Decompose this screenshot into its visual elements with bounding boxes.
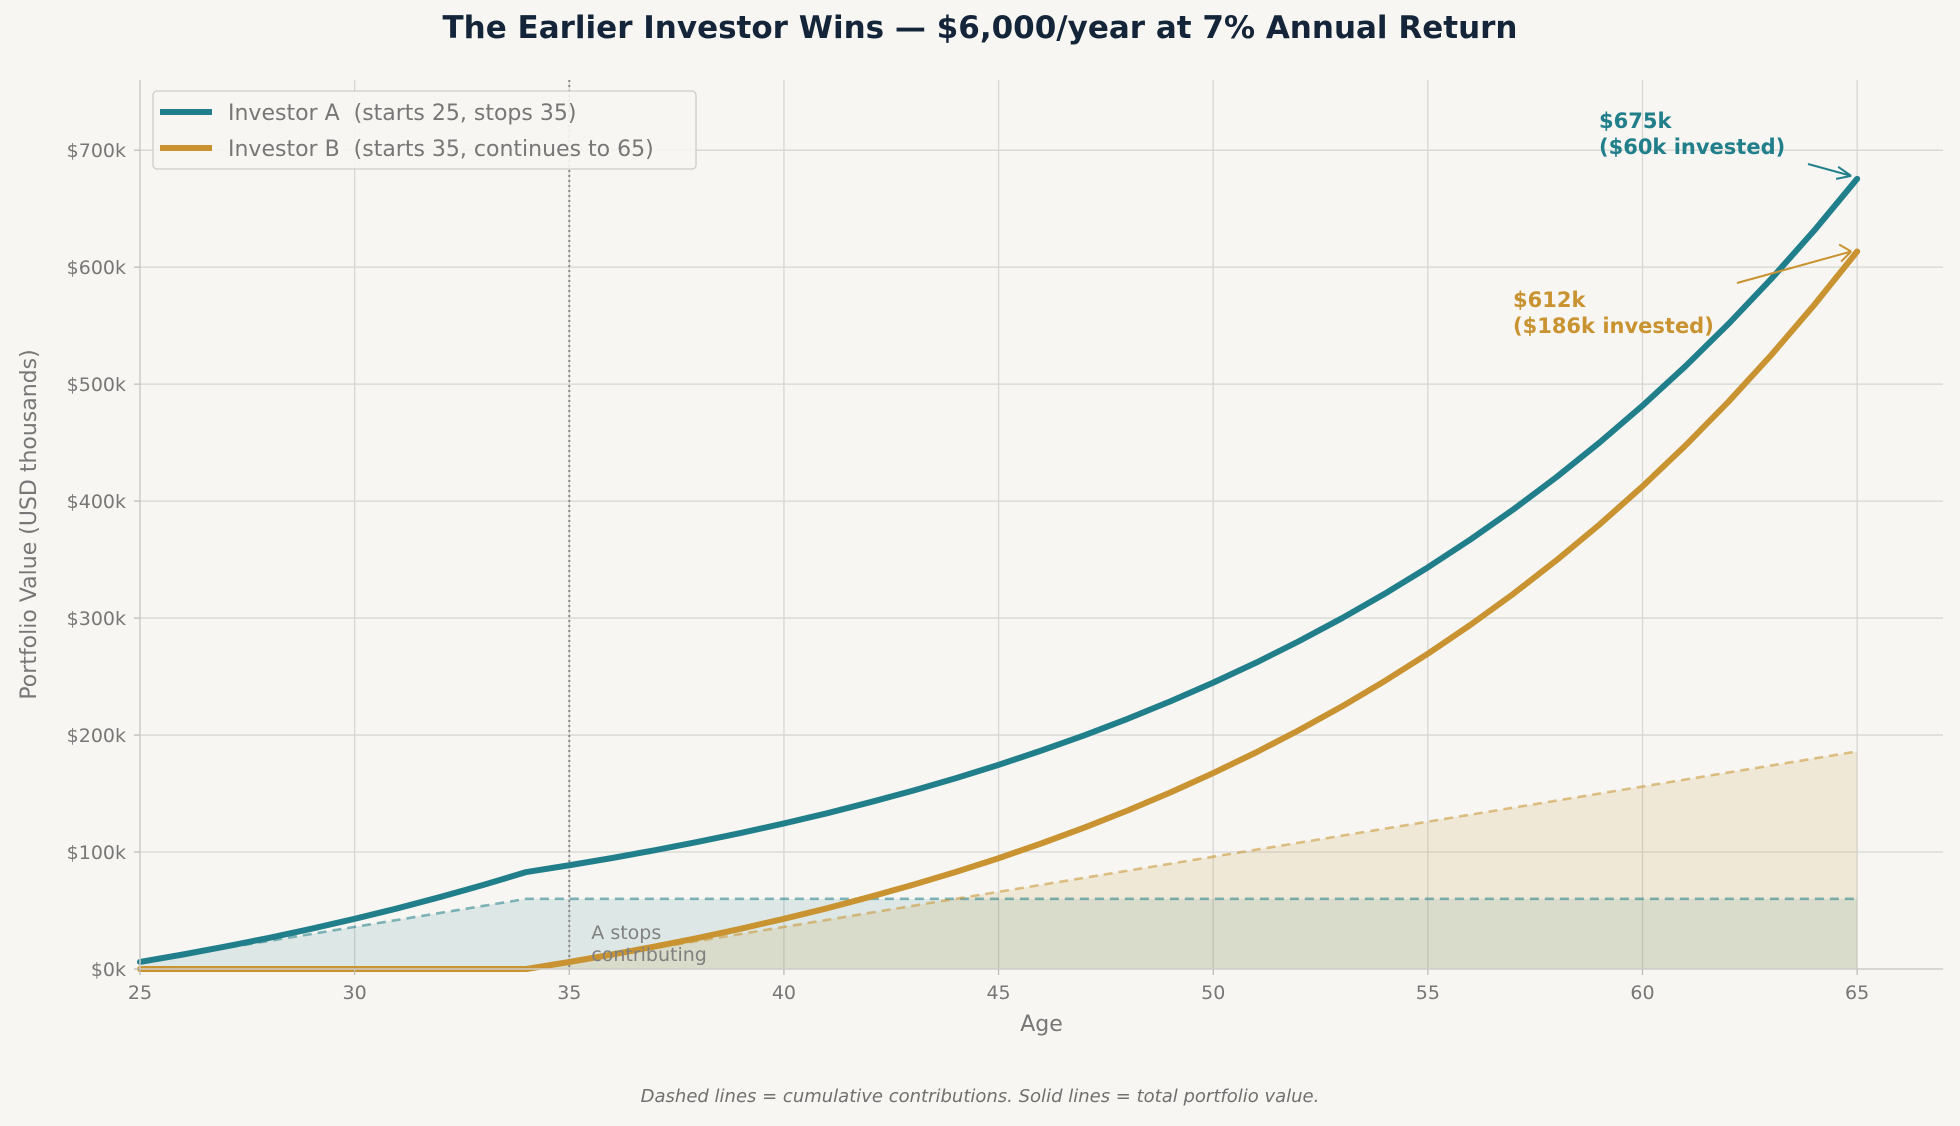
chart-title: The Earlier Investor Wins — $6,000/year … <box>442 10 1518 46</box>
annotation-b-arrow <box>1736 243 1852 284</box>
stop-note-line1: A stops <box>591 922 661 944</box>
x-tick-label: 55 <box>1416 982 1440 1004</box>
x-axis-label: Age <box>1020 1012 1063 1037</box>
x-tick-label: 30 <box>343 982 367 1004</box>
annotation-investor-b: $612k ($186k invested) <box>1513 243 1852 338</box>
y-axis-label: Portfolio Value (USD thousands) <box>17 349 42 699</box>
annotation-b-value: $612k <box>1513 288 1586 312</box>
x-tick-label: 25 <box>128 982 152 1004</box>
contribution-lines <box>139 750 1858 971</box>
annotation-b-invested: ($186k invested) <box>1513 314 1714 338</box>
y-tick-label: $700k <box>67 140 126 162</box>
annotation-a-arrow <box>1807 163 1852 180</box>
annotation-a-value: $675k <box>1599 109 1672 133</box>
grid-lines <box>139 80 1943 970</box>
x-tick-label: 65 <box>1845 982 1869 1004</box>
x-tick-label: 35 <box>557 982 581 1004</box>
stop-note-line2: contributing <box>591 944 707 966</box>
y-tick-label: $0k <box>91 959 126 981</box>
legend-label-investor-b: Investor B (starts 35, continues to 65) <box>228 137 654 162</box>
legend: Investor A (starts 25, stops 35) Investo… <box>152 90 697 170</box>
legend-box <box>152 90 697 170</box>
x-tick-label: 60 <box>1630 982 1654 1004</box>
x-tick-label: 50 <box>1201 982 1225 1004</box>
y-tick-label: $400k <box>67 491 126 513</box>
y-tick-label: $200k <box>67 725 126 747</box>
y-tick-label: $500k <box>67 374 126 396</box>
annotation-a-invested: ($60k invested) <box>1599 135 1785 159</box>
tick-labels: 25 30 35 40 45 50 55 60 65 $0k $100k $200k $300k $400… <box>67 140 1870 1004</box>
stop-note: A stops contributing <box>591 922 707 966</box>
annotation-investor-a: $675k ($60k invested) <box>1599 109 1852 180</box>
contribution-line-investor-a <box>139 897 1858 964</box>
x-tick-label: 40 <box>772 982 796 1004</box>
series-line-investor-a <box>137 175 1861 965</box>
x-tick-label: 45 <box>986 982 1010 1004</box>
y-tick-label: $300k <box>67 608 126 630</box>
y-tick-label: $100k <box>67 842 126 864</box>
legend-label-investor-a: Investor A (starts 25, stops 35) <box>228 101 576 126</box>
footnote: Dashed lines = cumulative contributions.… <box>640 1086 1320 1107</box>
y-tick-label: $600k <box>67 257 126 279</box>
